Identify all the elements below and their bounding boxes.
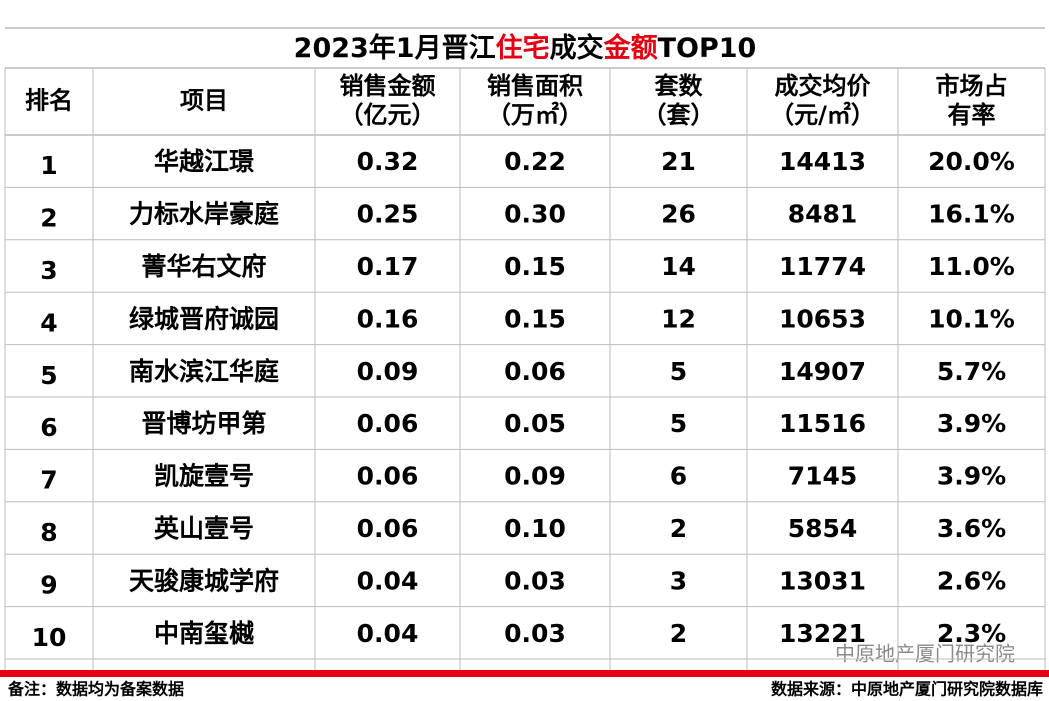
table-cell: 0.16 [357,304,419,333]
table-cell: 天骏康城学府 [129,566,279,595]
table-cell: 11516 [779,409,866,438]
table-cell: 凯旋壹号 [154,462,254,491]
table-cell: 0.25 [357,200,419,229]
header-cell: （元/㎡） [770,101,875,129]
table-cell: 0.03 [504,566,566,595]
table-cell: 7145 [788,462,858,491]
table-cell: 0.09 [504,462,566,491]
header-cell: 市场占 [936,72,1008,100]
table-cell: 0.09 [357,357,419,386]
table-cell: 0.10 [504,514,566,543]
table-cell: 0.06 [357,514,419,543]
table-cell: 5.7% [937,357,1006,386]
footer-source: 数据来源：中原地产厦门研究院数据库 [771,680,1043,699]
table-cell: 0.04 [357,619,419,648]
table-cell: 0.15 [504,304,566,333]
header-cell: （套） [643,101,715,129]
table-cell: 0.04 [357,566,419,595]
title-part: 2023年1月晋江 [294,32,496,64]
table-cell: 16.1% [928,200,1015,229]
table-cell: 中南玺樾 [154,619,255,648]
table-cell: 2.3% [937,619,1006,648]
table-cell: 10653 [779,304,866,333]
table-cell: 2 [670,619,687,648]
table-cell: 0.30 [504,200,566,229]
header-cell: （亿元） [340,101,436,129]
table-cell: 8 [40,518,57,547]
table-cell: 11.0% [928,252,1015,281]
table-cell: 0.15 [504,252,566,281]
red-band [0,670,1049,677]
header-cell: 成交均价 [775,72,872,100]
table-cell: 13221 [779,619,866,648]
table-cell: 3.9% [937,462,1006,491]
table-cell: 5 [670,409,687,438]
table-cell: 11774 [779,252,866,281]
table-cell: 2.6% [937,566,1006,595]
table-cell: 3 [670,566,687,595]
header-cell: 排名 [25,87,73,115]
table-cell: 4 [40,308,57,337]
header-cell: 销售面积 [487,72,583,100]
table-cell: 绿城晋府诚园 [129,304,279,333]
title-part: 金额 [603,32,658,64]
table-cell: 5 [40,361,57,390]
table-cell: 0.06 [504,357,566,386]
table-cell: 晋博坊甲第 [141,409,266,438]
table-cell: 20.0% [928,147,1015,176]
table-cell: 12 [661,304,696,333]
table-cell: 10.1% [928,304,1015,333]
table-cell: 南水滨江华庭 [129,357,279,386]
table-cell: 英山壹号 [154,514,254,543]
table-cell: 6 [670,462,687,491]
table-cell: 3.9% [937,409,1006,438]
footer-note: 备注：数据均为备案数据 [7,680,184,699]
title-part: TOP10 [658,33,757,64]
table-cell: 华越江璟 [154,147,254,176]
table-cell: 14 [661,252,696,281]
header-cell: 有率 [948,101,996,129]
table-cell: 0.22 [504,147,566,176]
header-cell: 套数 [655,72,704,100]
table-cell: 14413 [779,147,866,176]
table-cell: 0.06 [357,462,419,491]
table-cell: 0.17 [357,252,419,281]
table-cell: 0.06 [357,409,419,438]
table-cell: 14907 [779,357,866,386]
watermark: 中原地产厦门研究院 [835,642,1015,666]
table-cell: 0.32 [357,147,419,176]
table-cell: 5854 [788,514,858,543]
table-cell: 9 [40,570,57,599]
table-cell: 1 [40,151,57,180]
header-cell: 项目 [180,87,228,115]
table-cell: 2 [670,514,687,543]
table-cell: 8481 [788,200,858,229]
table-cell: 3.6% [937,514,1006,543]
header-cell: 销售金额 [340,72,436,100]
table-cell: 6 [40,413,57,442]
table-cell: 26 [661,200,696,229]
table-cell: 21 [661,147,696,176]
table-cell: 力标水岸豪庭 [129,200,279,229]
title-part: 成交 [550,32,604,64]
table-cell: 菁华右文府 [141,252,266,281]
table-cell: 13031 [779,566,866,595]
title: 2023年1月晋江住宅成交金额TOP10 [294,32,757,64]
title-part: 住宅 [496,32,550,64]
table-cell: 2 [40,204,57,233]
header-cell: （万㎡） [487,101,583,129]
table-cell: 0.05 [504,409,566,438]
table-cell: 5 [670,357,687,386]
table-cell: 3 [40,256,57,285]
table-cell: 0.03 [504,619,566,648]
table-cell: 7 [40,466,57,495]
table-cell: 10 [32,623,67,652]
